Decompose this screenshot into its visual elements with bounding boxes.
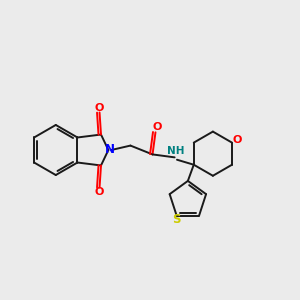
- Text: O: O: [95, 187, 104, 197]
- Text: S: S: [172, 213, 181, 226]
- Text: NH: NH: [167, 146, 185, 156]
- Text: O: O: [95, 103, 104, 113]
- Text: O: O: [232, 135, 242, 145]
- Text: N: N: [105, 143, 115, 157]
- Text: O: O: [152, 122, 162, 132]
